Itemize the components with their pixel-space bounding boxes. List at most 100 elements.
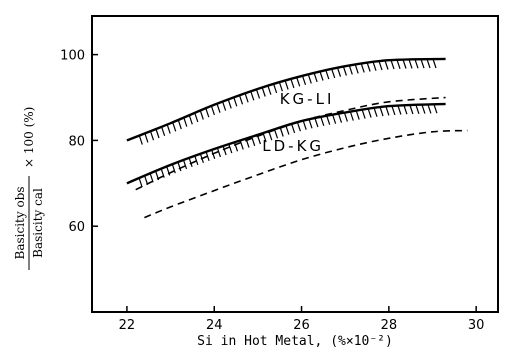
hatch-mark xyxy=(366,62,371,72)
hatch-mark xyxy=(348,65,353,75)
hatch-mark xyxy=(372,61,377,71)
hatch-mark xyxy=(361,109,366,119)
hatch-marks xyxy=(138,58,438,188)
hatch-mark xyxy=(343,112,348,122)
hatch-mark xyxy=(210,105,215,116)
hatch-mark xyxy=(199,110,204,120)
x-tick-label: 26 xyxy=(293,318,310,333)
hatch-mark xyxy=(160,168,165,178)
solid-curve-1 xyxy=(126,57,446,142)
y-axis-label: Basicity obs Basicity cal × 100 (%) xyxy=(13,107,45,270)
hatch-mark xyxy=(228,143,233,154)
hatch-mark xyxy=(378,60,383,71)
hatch-mark xyxy=(216,103,221,113)
hatch-mark xyxy=(355,110,360,120)
hatch-mark xyxy=(177,161,182,172)
hatch-mark xyxy=(194,112,199,123)
hatch-mark xyxy=(332,114,337,124)
hatch-mark xyxy=(262,132,267,143)
hatch-mark xyxy=(320,116,325,126)
hatch-mark xyxy=(307,74,312,84)
hatch-mark xyxy=(290,78,295,89)
hatch-mark xyxy=(251,136,256,146)
x-tick-label: 30 xyxy=(468,318,485,333)
hatch-mark xyxy=(373,107,378,117)
hatch-mark xyxy=(161,126,166,136)
hatch-mark xyxy=(301,75,307,85)
dashed-curve-4 xyxy=(144,129,468,219)
x-tick-labels: 22 24 26 28 30 xyxy=(119,318,485,333)
hatch-mark xyxy=(432,58,437,69)
hatch-mark xyxy=(433,104,438,114)
hatch-mark xyxy=(194,155,199,165)
y-axis-label-numerator: Basicity obs xyxy=(13,186,27,259)
hatch-mark xyxy=(278,82,283,92)
x-tick-label: 22 xyxy=(119,318,136,333)
hatch-mark xyxy=(205,108,210,118)
hatch-mark xyxy=(342,66,347,76)
hatch-mark xyxy=(255,89,261,99)
hatch-mark xyxy=(239,140,244,150)
hatch-mark xyxy=(267,85,272,95)
y-tick-label: 60 xyxy=(68,220,85,235)
hatch-mark xyxy=(172,122,177,132)
hatch-mark xyxy=(326,115,331,125)
curve-label: KG-LI xyxy=(280,90,335,108)
hatch-mark xyxy=(138,135,143,145)
hatch-mark xyxy=(360,63,365,73)
x-tick-label: 28 xyxy=(381,318,398,333)
hatch-mark xyxy=(216,147,221,158)
hatch-mark xyxy=(331,68,336,79)
hatch-mark xyxy=(244,93,249,103)
hatch-mark xyxy=(222,101,227,111)
hatch-mark xyxy=(296,122,301,132)
hatch-mark xyxy=(408,59,413,69)
hatch-mark xyxy=(144,133,149,143)
hatch-mark xyxy=(414,59,419,69)
plot-frame xyxy=(91,15,499,313)
hatch-mark xyxy=(188,115,193,125)
hatch-mark xyxy=(188,157,193,167)
hatch-mark xyxy=(166,124,171,134)
hatch-mark xyxy=(279,127,284,137)
hatch-mark xyxy=(314,117,319,128)
hatch-mark xyxy=(308,119,313,129)
dashed-curve-3 xyxy=(135,96,446,191)
hatch-mark xyxy=(233,142,239,152)
x-axis-label: Si in Hot Metal, (%×10⁻²) xyxy=(197,334,393,349)
hatch-mark xyxy=(336,67,342,77)
hatch-mark xyxy=(415,104,420,114)
hatch-mark xyxy=(250,91,255,101)
hatch-mark xyxy=(420,59,425,69)
y-axis-label-suffix: × 100 (%) xyxy=(22,107,36,168)
hatch-mark xyxy=(149,131,155,141)
hatch-mark xyxy=(403,105,408,115)
hatch-mark xyxy=(284,80,289,90)
hatch-mark xyxy=(182,159,188,170)
hatch-mark xyxy=(349,111,354,121)
hatch-mark xyxy=(385,106,390,116)
hatch-mark xyxy=(391,105,396,116)
hatch-mark xyxy=(222,145,227,156)
hatch-mark xyxy=(354,64,359,74)
hatch-mark xyxy=(319,71,324,81)
curve-labels: KG-LI LD-KG xyxy=(262,90,335,155)
hatch-mark xyxy=(427,104,432,114)
hatch-mark xyxy=(325,69,330,80)
curve-label: LD-KG xyxy=(262,137,324,155)
hatch-mark xyxy=(238,95,244,105)
hatch-mark xyxy=(409,104,414,115)
hatch-mark xyxy=(285,125,290,135)
y-tick-labels: 60 80 100 xyxy=(60,49,85,236)
hatch-mark xyxy=(227,99,232,109)
hatch-mark xyxy=(273,129,279,139)
y-axis-label-denominator: Basicity cal xyxy=(31,188,45,258)
hatch-mark xyxy=(261,87,266,97)
hatch-mark xyxy=(302,120,307,130)
x-tick-label: 24 xyxy=(206,318,223,333)
hatch-mark xyxy=(397,105,402,115)
hatch-mark xyxy=(183,117,188,127)
hatch-mark xyxy=(390,59,395,70)
hatch-mark xyxy=(138,177,143,188)
